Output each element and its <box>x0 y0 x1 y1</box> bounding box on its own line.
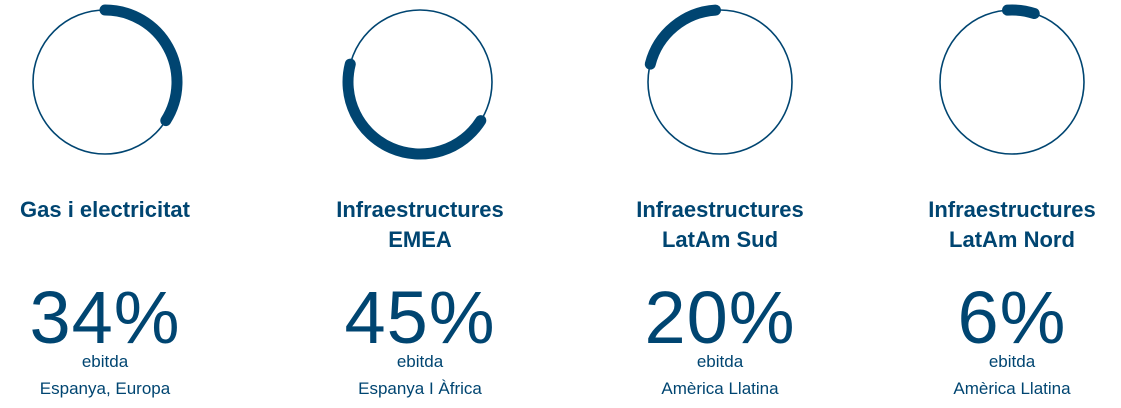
ring-arc <box>342 58 487 160</box>
region-label: Espanya, Europa <box>39 379 171 398</box>
segment-title: Infraestructures EMEA <box>336 197 504 252</box>
ring-arc <box>1001 4 1040 20</box>
segment-title: Gas i electricitat <box>20 197 190 222</box>
region-label: Espanya I Àfrica <box>358 379 482 398</box>
region-label: Amèrica Llatina <box>661 379 779 398</box>
rings <box>32 4 1085 160</box>
metric-label: ebitda <box>696 352 744 371</box>
segment-title: Infraestructures LatAm Nord <box>928 197 1096 252</box>
value-label: 6% <box>957 276 1067 359</box>
ring-arc <box>99 4 183 127</box>
metric-label: ebitda <box>396 352 444 371</box>
ring-arc <box>644 4 721 70</box>
segment-title: Infraestructures LatAm Sud <box>636 197 804 252</box>
metric-label: ebitda <box>81 352 129 371</box>
metric-label: ebitda <box>988 352 1036 371</box>
region-label: Amèrica Llatina <box>953 379 1071 398</box>
value-label: 45% <box>344 276 496 359</box>
value-label: 34% <box>29 276 181 359</box>
value-label: 20% <box>644 276 796 359</box>
ring-track <box>939 9 1085 155</box>
